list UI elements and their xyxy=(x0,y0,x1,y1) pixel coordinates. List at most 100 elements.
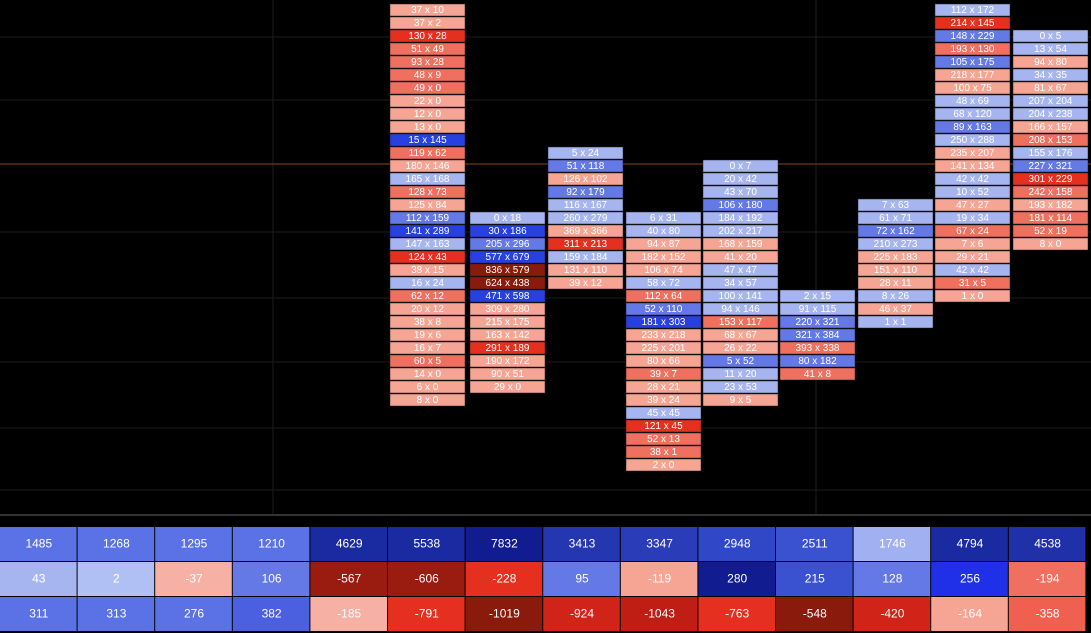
cell xyxy=(625,458,702,472)
cell-label: 100 x 141 xyxy=(719,291,763,302)
cell xyxy=(469,276,546,290)
cell xyxy=(702,302,779,316)
summary-value: 1268 xyxy=(103,537,130,551)
cell xyxy=(389,198,466,212)
summary-cell xyxy=(931,527,1008,561)
cell-label: 112 x 159 xyxy=(406,213,450,224)
summary-cell xyxy=(232,527,310,561)
cell xyxy=(702,159,779,173)
summary-value: 43 xyxy=(32,572,46,586)
summary-cell xyxy=(1008,527,1086,561)
cell-label: 19 x 34 xyxy=(956,213,989,224)
cell xyxy=(389,341,466,355)
cell-label: 147 x 163 xyxy=(406,239,450,250)
cell-label: 20 x 12 xyxy=(411,304,444,315)
cell-label: 309 x 280 xyxy=(486,304,530,315)
cell xyxy=(389,81,466,95)
cell-label: 126 x 102 xyxy=(564,174,608,185)
cell xyxy=(779,315,856,329)
cell-label: 165 x 168 xyxy=(406,174,450,185)
cell-label: 14 x 0 xyxy=(414,369,442,380)
cell-label: 184 x 192 xyxy=(719,213,763,224)
columns: 37 x 10 37 x 2 130 x 28 51 x 49 93 x 28 48 x … xyxy=(389,3,1089,472)
cell xyxy=(469,224,546,238)
cell xyxy=(547,250,624,264)
cell xyxy=(1012,146,1089,160)
cell xyxy=(547,172,624,186)
cell-label: 181 x 303 xyxy=(642,317,686,328)
cell xyxy=(1012,172,1089,186)
summary-value: 2511 xyxy=(802,537,828,551)
cell xyxy=(625,367,702,381)
summary-value: 3347 xyxy=(646,537,673,551)
summary-cell xyxy=(620,597,698,631)
cell-label: 235 x 207 xyxy=(951,148,995,159)
cell xyxy=(702,263,779,277)
summary-value: 4629 xyxy=(336,537,363,551)
cell-label: 100 x 75 xyxy=(953,83,992,94)
cell-label: 34 x 57 xyxy=(724,278,757,289)
cell xyxy=(625,406,702,420)
cell xyxy=(857,250,934,264)
cell-label: 80 x 66 xyxy=(647,356,680,367)
cell-label: 91 x 115 xyxy=(799,304,837,315)
cell-label: 130 x 28 xyxy=(408,31,447,42)
cell-label: 29 x 0 xyxy=(494,382,522,393)
cell xyxy=(702,393,779,407)
cell-label: 13 x 54 xyxy=(1034,44,1067,55)
cell xyxy=(625,315,702,329)
cell xyxy=(857,263,934,277)
summary-cell xyxy=(155,597,232,631)
cell xyxy=(469,302,546,316)
cell-label: 39 x 12 xyxy=(569,278,602,289)
cell-label: 89 x 163 xyxy=(953,122,992,133)
cell-label: 106 x 74 xyxy=(644,265,683,276)
cell-label: 321 x 384 xyxy=(796,330,840,341)
summary-cell xyxy=(853,562,931,596)
summary-cell xyxy=(931,597,1008,631)
cell-label: 6 x 31 xyxy=(650,213,678,224)
cell xyxy=(1012,211,1089,225)
cell-label: 28 x 21 xyxy=(647,382,680,393)
summary-value: -924 xyxy=(570,607,594,621)
cell xyxy=(857,224,934,238)
cell-label: 233 x 218 xyxy=(642,330,686,341)
cell xyxy=(469,250,546,264)
cell-label: 68 x 120 xyxy=(953,109,992,120)
cell-label: 43 x 70 xyxy=(724,187,757,198)
cell xyxy=(469,289,546,303)
cell-label: 42 x 42 xyxy=(956,265,989,276)
cell-label: 836 x 579 xyxy=(486,265,530,276)
cell-label: 250 x 288 xyxy=(951,135,995,146)
cell xyxy=(389,3,466,17)
cell-label: 8 x 0 xyxy=(417,395,439,406)
summary-cell xyxy=(543,562,620,596)
cell xyxy=(702,354,779,368)
cell-label: 227 x 321 xyxy=(1029,161,1073,172)
cell-label: 153 x 117 xyxy=(719,317,763,328)
cell xyxy=(389,380,466,394)
cell xyxy=(779,354,856,368)
cell-label: 28 x 11 xyxy=(879,278,911,289)
cell xyxy=(389,224,466,238)
summary-value: -420 xyxy=(880,607,904,621)
cell-label: 41 x 20 xyxy=(724,252,757,263)
cell xyxy=(934,289,1011,303)
summary-cell xyxy=(776,527,853,561)
cell xyxy=(857,289,934,303)
cell xyxy=(1012,42,1089,56)
cell-label: 190 x 172 xyxy=(486,356,530,367)
cell-label: 30 x 186 xyxy=(488,226,527,237)
cell-label: 208 x 153 xyxy=(1029,135,1073,146)
cell-label: 214 x 145 xyxy=(951,18,995,29)
cell xyxy=(469,328,546,342)
summary-cell xyxy=(310,597,387,631)
cell-label: 31 x 5 xyxy=(959,278,987,289)
cell xyxy=(1012,237,1089,251)
cell xyxy=(389,16,466,30)
cell xyxy=(547,237,624,251)
summary-cell xyxy=(543,527,620,561)
cell-label: 207 x 204 xyxy=(1029,96,1073,107)
cell xyxy=(779,341,856,355)
cell-label: 159 x 184 xyxy=(564,252,608,263)
